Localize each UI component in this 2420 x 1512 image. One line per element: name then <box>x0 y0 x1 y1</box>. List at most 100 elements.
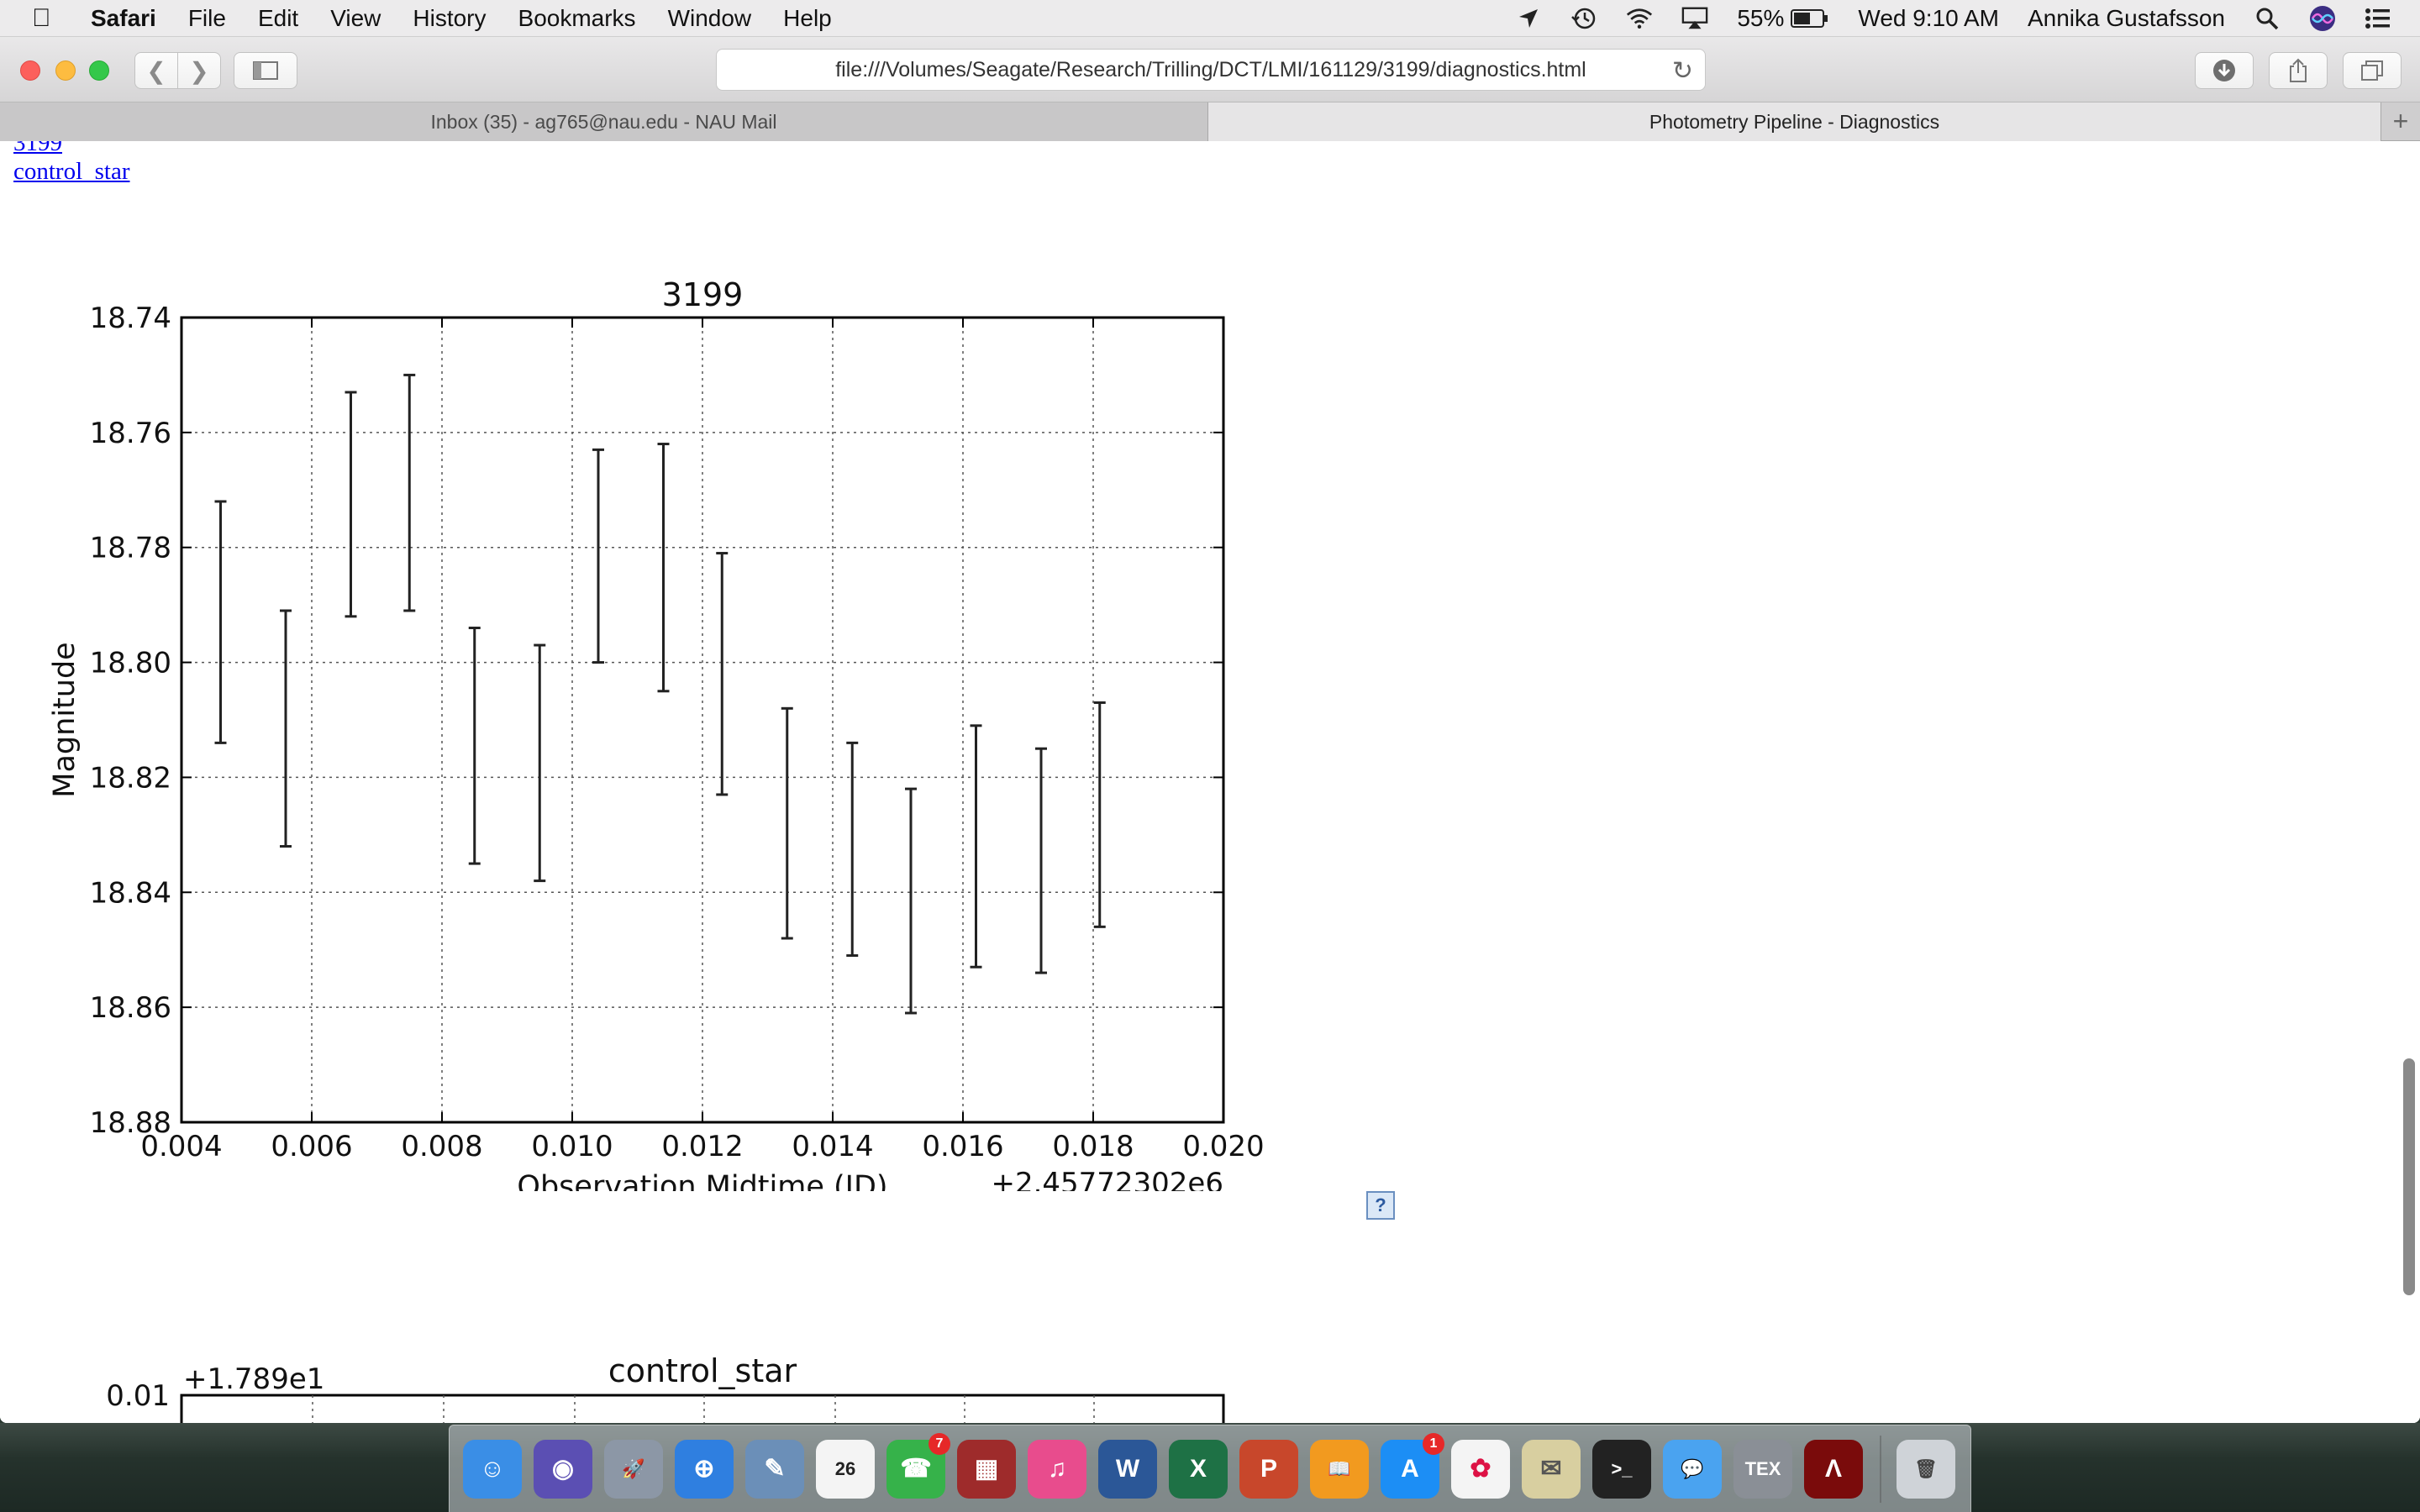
error-bar <box>534 643 546 883</box>
dock-excel-icon[interactable]: X <box>1169 1439 1228 1499</box>
battery-percent: 55% <box>1737 5 1785 31</box>
battery-icon[interactable] <box>1791 5 1829 32</box>
user-name[interactable]: Annika Gustafsson <box>2027 5 2225 31</box>
time-machine-icon[interactable] <box>1570 5 1597 32</box>
plot-frame <box>180 316 1225 1124</box>
dock-texshop-icon[interactable]: TEX <box>1733 1439 1792 1499</box>
dock-finder-icon[interactable]: ☺ <box>463 1439 522 1499</box>
menu-bookmarks[interactable]: Bookmarks <box>518 4 636 31</box>
location-icon[interactable] <box>1515 5 1542 32</box>
dock-messages-icon[interactable]: 💬 <box>1663 1439 1722 1499</box>
tab-bar: Inbox (35) - ag765@nau.edu - NAU Mail Ph… <box>0 102 2420 141</box>
dock-facetime-icon[interactable]: ☎ 7 <box>886 1432 950 1499</box>
y-tick-label: 18.88 <box>90 1106 171 1140</box>
dock-trash-icon[interactable]: 🗑 <box>1897 1439 1955 1499</box>
safari-window: ❮ ❯ file:///Volumes/Seagate/Research/Tri… <box>0 37 2420 1423</box>
wifi-icon[interactable] <box>1626 5 1653 32</box>
dock-photos-icon[interactable]: ✿ <box>1451 1439 1510 1499</box>
dock-preview-icon[interactable]: ✎ <box>745 1439 804 1499</box>
dock-launchpad-icon[interactable]: 🚀 <box>604 1439 663 1499</box>
link-control-star[interactable]: control_star <box>13 158 130 185</box>
sidebar-icon <box>253 61 278 80</box>
dock: ☺ ◉ 🚀 ⊕ ✎ 26 ☎ 7 ▦ ♫ W X P 📖 A 1 ✿ ✉ >_ 💬 TEX Ʌ 🗑 <box>449 1425 1971 1512</box>
y-tick-label: 0.01 <box>106 1379 170 1413</box>
error-bar <box>280 609 292 848</box>
x-tick-label: 0.012 <box>661 1130 743 1163</box>
lightcurve-chart-control-star: 0.01 +1.789e1 control_star <box>106 1352 1225 1423</box>
tab-label: Inbox (35) - ag765@nau.edu - NAU Mail <box>430 110 777 133</box>
dock-ibooks-icon[interactable]: 📖 <box>1310 1439 1369 1499</box>
dock-word-icon[interactable]: W <box>1098 1439 1157 1499</box>
share-button[interactable] <box>2269 52 2328 89</box>
dock-keynote-viewer-icon[interactable]: ✉ <box>1522 1439 1581 1499</box>
notification-center-icon[interactable] <box>2365 5 2391 32</box>
url-text: file:///Volumes/Seagate/Research/Trillin… <box>835 57 1586 81</box>
error-bar <box>846 741 859 958</box>
y-tick-label: 18.80 <box>90 647 171 680</box>
close-window-button[interactable] <box>20 60 40 81</box>
dock-photo-booth-icon[interactable]: ▦ <box>957 1439 1016 1499</box>
vertical-scrollbar[interactable] <box>2403 1058 2415 1295</box>
menu-help[interactable]: Help <box>783 4 832 31</box>
link-3199[interactable]: 3199 <box>13 141 62 156</box>
y-tick-label: 18.82 <box>90 761 171 795</box>
chart-title: control_star <box>608 1352 797 1389</box>
error-bar <box>468 627 481 865</box>
dock-safari-icon[interactable]: ⊕ <box>675 1439 734 1499</box>
error-bar <box>1093 701 1106 928</box>
y-tick-label: 18.78 <box>90 532 171 565</box>
reload-icon[interactable]: ↻ <box>1671 57 1693 85</box>
menu-file[interactable]: File <box>187 4 226 31</box>
menu-window[interactable]: Window <box>667 4 752 31</box>
y-offset-label: +1.789e1 <box>183 1362 324 1396</box>
help-icon[interactable]: ? <box>1366 1191 1395 1220</box>
dock-badge: 7 <box>929 1432 950 1455</box>
back-button[interactable]: ❮ <box>134 52 178 89</box>
menu-app-name[interactable]: Safari <box>91 4 156 31</box>
lightcurve-chart-3199: 0.004 0.006 0.008 0.010 0.012 0.014 0.016 0.018… <box>48 276 1265 1191</box>
address-bar[interactable]: file:///Volumes/Seagate/Research/Trillin… <box>716 49 1706 91</box>
error-bar <box>592 448 604 664</box>
maximize-window-button[interactable] <box>89 60 109 81</box>
dock-separator <box>1880 1435 1881 1503</box>
dock-siri-icon[interactable]: ◉ <box>534 1439 592 1499</box>
new-tab-button[interactable]: + <box>2381 102 2420 140</box>
dock-itunes-icon[interactable]: ♫ <box>1028 1439 1086 1499</box>
error-bar <box>1035 747 1047 974</box>
dock-powerpoint-icon[interactable]: P <box>1239 1439 1298 1499</box>
tab-diagnostics[interactable]: Photometry Pipeline - Diagnostics <box>1208 102 2381 141</box>
forward-button[interactable]: ❯ <box>177 52 221 89</box>
dock-terminal-icon[interactable]: >_ <box>1592 1439 1651 1499</box>
menu-history[interactable]: History <box>413 4 487 31</box>
dock-calendar-icon[interactable]: 26 <box>816 1439 875 1499</box>
siri-icon[interactable] <box>2309 5 2336 32</box>
menu-edit[interactable]: Edit <box>257 4 299 31</box>
error-bar <box>970 724 982 969</box>
share-icon <box>2290 58 2307 82</box>
menu-bar:  Safari File Edit View History Bookmark… <box>0 0 2420 37</box>
y-axis-label: Magnitude <box>48 642 82 797</box>
dock-acrobat-icon[interactable]: Ʌ <box>1804 1439 1863 1499</box>
sidebar-toggle-button[interactable] <box>234 52 297 89</box>
chart-title: 3199 <box>662 276 744 313</box>
apple-icon[interactable]:  <box>32 4 66 33</box>
y-tick-label: 18.86 <box>90 991 171 1025</box>
spotlight-icon[interactable] <box>2254 5 2281 32</box>
tab-label: Photometry Pipeline - Diagnostics <box>1649 110 1940 133</box>
chevron-left-icon: ❮ <box>146 57 166 84</box>
clock[interactable]: Wed 9:10 AM <box>1858 5 1999 31</box>
airplay-icon[interactable] <box>1681 5 1708 32</box>
browser-toolbar: ❮ ❯ file:///Volumes/Seagate/Research/Tri… <box>0 37 2420 102</box>
downloads-button[interactable] <box>2195 52 2254 89</box>
tab-inbox[interactable]: Inbox (35) - ag765@nau.edu - NAU Mail <box>0 102 1208 141</box>
error-bar <box>345 391 357 618</box>
menu-view[interactable]: View <box>330 4 381 31</box>
y-tick-label: 18.76 <box>90 417 171 450</box>
dock-badge: 1 <box>1423 1432 1444 1455</box>
error-bar <box>403 373 416 612</box>
show-all-tabs-button[interactable] <box>2343 52 2402 89</box>
minimize-window-button[interactable] <box>55 60 76 81</box>
error-bar <box>905 787 917 1015</box>
error-bar <box>716 552 729 796</box>
